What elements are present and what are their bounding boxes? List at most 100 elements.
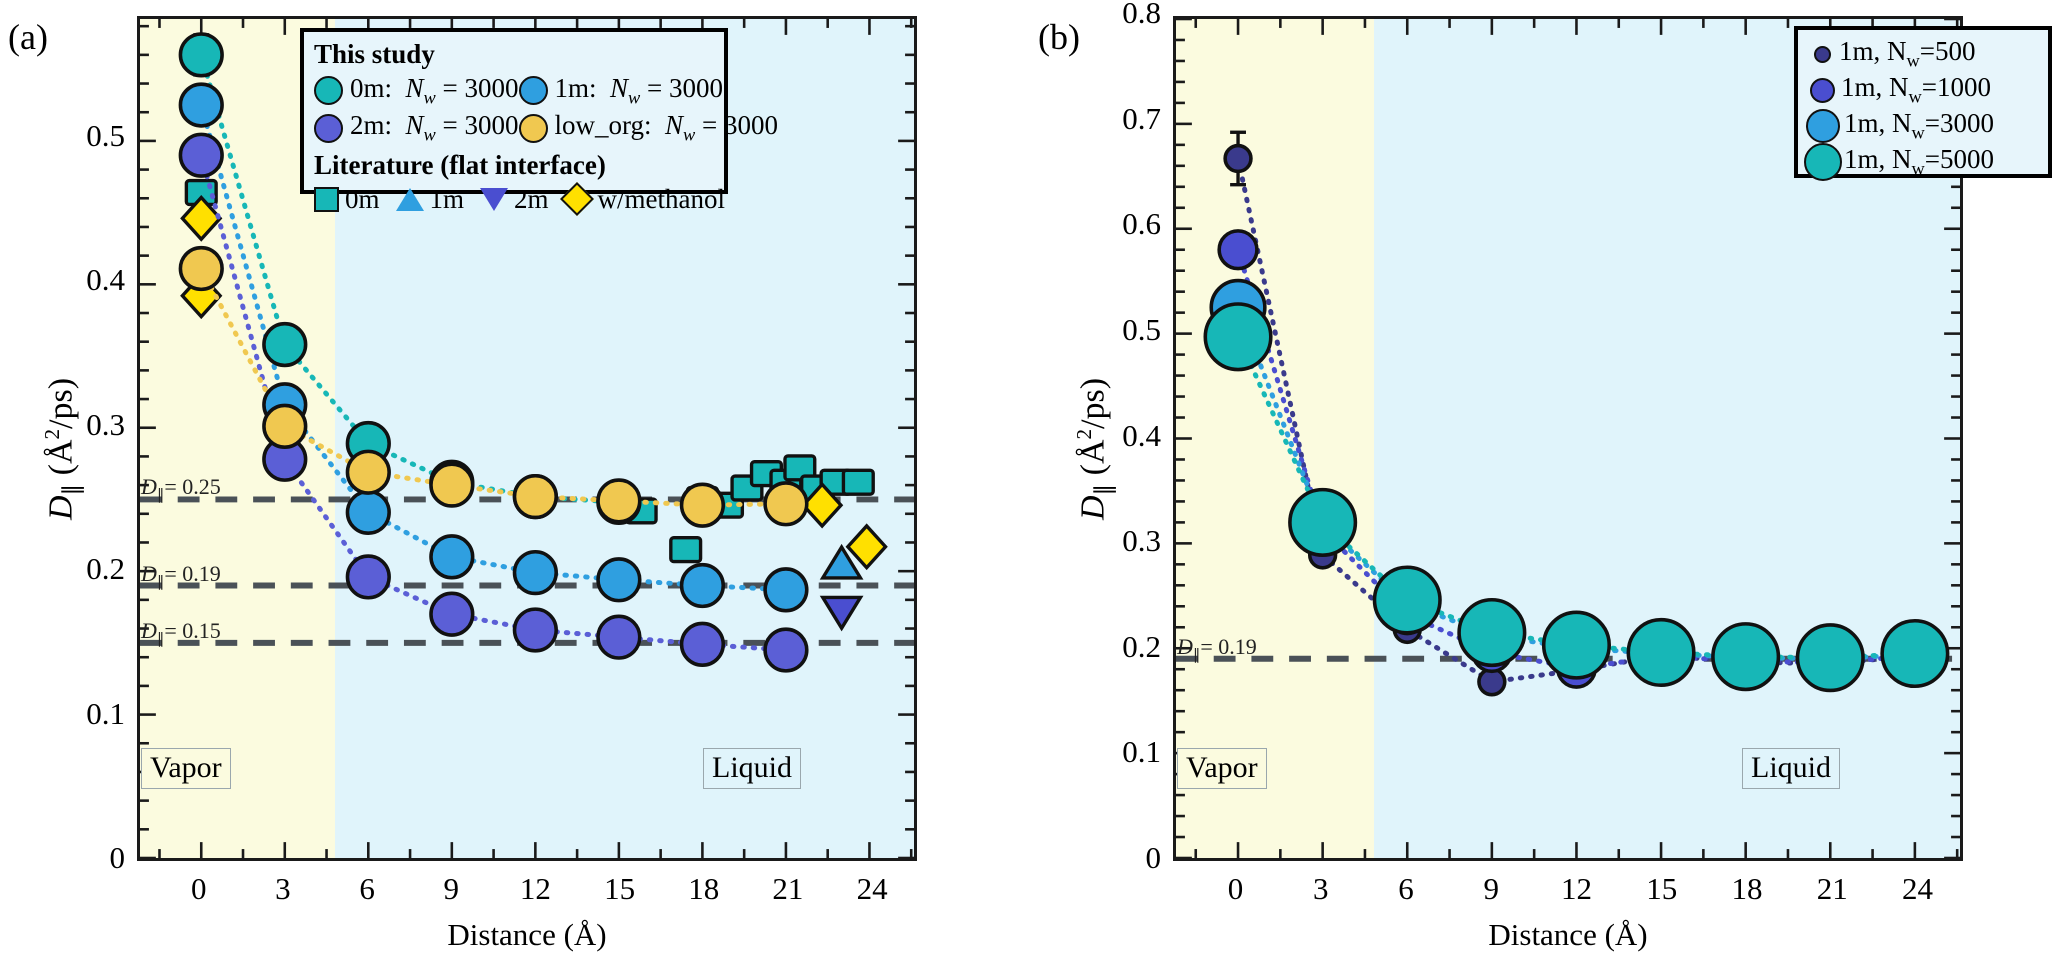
legend-label-lit-methanol: w/methanol xyxy=(597,183,726,214)
x-tick-label: 24 xyxy=(1902,871,1934,906)
data-point-marker xyxy=(178,132,224,178)
data-point-marker xyxy=(178,32,224,78)
legend-item-nw-500: 1m, Nw=500 xyxy=(1806,36,2040,72)
y-tick-label: 0.5 xyxy=(86,117,125,153)
legend-label-nw-5000: 1m, Nw=5000 xyxy=(1844,144,1994,179)
legend-item-lit-2m: 2m xyxy=(480,184,549,215)
legend-title-literature: Literature (flat interface) xyxy=(314,149,606,180)
panel-b-x-axis-label: Distance (Å) xyxy=(1488,917,1648,952)
literature-marker xyxy=(845,523,888,571)
data-point-marker xyxy=(345,489,391,535)
y-tick-label: 0 xyxy=(109,840,126,875)
y-tick-label: 0.3 xyxy=(86,406,125,442)
literature-marker xyxy=(819,595,864,632)
legend-item-lit-methanol: w/methanol xyxy=(559,182,726,217)
triangle-down-marker-icon xyxy=(480,187,509,211)
legend-item-nw-1000: 1m, Nw=1000 xyxy=(1806,72,2040,108)
legend-label-0m: 0m: Nw = 3000 xyxy=(350,73,519,108)
literature-marker xyxy=(783,454,817,482)
y-tick-label: 0.6 xyxy=(1122,206,1161,242)
legend-item-1m-3000: 1m: Nw = 3000 xyxy=(518,73,724,108)
data-point-marker xyxy=(596,478,642,524)
x-tick-label: 3 xyxy=(275,871,291,906)
data-point-marker xyxy=(679,482,726,528)
legend-item-nw-3000: 1m, Nw=3000 xyxy=(1806,108,2040,144)
y-tick-label: 0.2 xyxy=(1122,628,1161,664)
data-point-marker xyxy=(679,562,726,609)
y-tick-label: 0.2 xyxy=(86,551,125,587)
reference-line-label: D∥= 0.19 xyxy=(1177,634,1257,664)
diamond-marker-icon xyxy=(559,182,594,217)
x-tick-label: 24 xyxy=(856,871,888,906)
triangle-up-marker-icon xyxy=(395,187,424,211)
data-point-marker xyxy=(596,614,642,660)
circle-marker-icon xyxy=(1804,143,1842,181)
circle-marker-icon xyxy=(1810,77,1835,103)
x-tick-label: 15 xyxy=(604,871,636,906)
data-point-marker xyxy=(1541,610,1611,680)
circle-marker-icon xyxy=(314,76,343,106)
literature-marker xyxy=(819,543,864,580)
y-tick-label: 0.7 xyxy=(1122,100,1161,136)
x-tick-label: 0 xyxy=(190,871,207,906)
data-point-marker xyxy=(178,245,224,292)
legend-label-2m: 2m: Nw = 3000 xyxy=(350,110,519,145)
x-tick-label: 12 xyxy=(519,871,551,906)
panel-b-vapor-region xyxy=(1176,19,1374,858)
x-tick-label: 15 xyxy=(1646,871,1678,906)
legend-item-lit-0m: 0m xyxy=(314,184,380,215)
data-point-marker xyxy=(345,554,391,600)
y-tick-label: 0.5 xyxy=(1122,311,1161,347)
series-connector xyxy=(1235,247,1918,671)
legend-label-nw-3000: 1m, Nw=3000 xyxy=(1844,108,1994,143)
legend-label-1m: 1m: Nw = 3000 xyxy=(554,73,724,108)
data-point-marker xyxy=(429,591,475,637)
legend-label-nw-500: 1m, Nw=500 xyxy=(1839,36,1976,71)
x-tick-label: 18 xyxy=(688,871,720,906)
square-marker-icon xyxy=(314,186,339,212)
data-point-marker xyxy=(512,549,558,596)
panel-b-liquid-label: Liquid xyxy=(1742,748,1840,789)
data-point-marker xyxy=(1457,597,1527,668)
y-tick-label: 0 xyxy=(1145,840,1162,875)
x-tick-label: 21 xyxy=(772,871,804,906)
legend-label-low-org: low_org: Nw = 3000 xyxy=(554,110,779,145)
data-point-marker xyxy=(512,607,558,653)
data-point-marker xyxy=(763,481,809,527)
circle-marker-icon xyxy=(314,113,343,143)
y-tick-label: 0.8 xyxy=(1122,0,1161,30)
y-tick-label: 0.1 xyxy=(1122,734,1161,770)
x-tick-label: 0 xyxy=(1227,871,1244,906)
panel-b-data-layer xyxy=(1176,19,1960,858)
panel-a: (a) D∥ (Å2/ps) Vapor Liquid Distance (Å)… xyxy=(0,0,1030,974)
panel-a-x-axis-label: Distance (Å) xyxy=(447,917,607,952)
x-tick-label: 6 xyxy=(1398,871,1414,906)
panel-a-data-layer xyxy=(140,19,914,858)
data-point-marker xyxy=(763,567,809,613)
data-point-marker xyxy=(679,621,726,667)
legend-item-nw-5000: 1m, Nw=5000 xyxy=(1804,143,2040,181)
x-tick-label: 9 xyxy=(443,871,459,906)
data-point-marker xyxy=(1372,565,1442,635)
literature-marker xyxy=(841,468,875,496)
panel-a-tag: (a) xyxy=(8,17,48,57)
x-tick-label: 6 xyxy=(359,871,375,906)
literature-marker xyxy=(669,536,703,564)
data-point-marker xyxy=(1288,487,1358,557)
data-point-marker xyxy=(429,534,475,580)
legend-item-2m-3000: 2m: Nw = 3000 xyxy=(314,110,519,145)
data-point-marker xyxy=(262,403,308,449)
circle-marker-icon xyxy=(518,113,548,143)
data-point-marker xyxy=(596,557,642,603)
legend-label-nw-1000: 1m, Nw=1000 xyxy=(1841,72,1991,107)
panel-b-legend: 1m, Nw=500 1m, Nw=1000 1m, Nw=3000 1m, N… xyxy=(1794,26,2052,181)
x-tick-label: 3 xyxy=(1313,871,1329,906)
data-point-marker xyxy=(345,449,391,495)
x-tick-label: 9 xyxy=(1483,871,1500,906)
data-point-marker xyxy=(512,473,558,520)
x-tick-label: 18 xyxy=(1731,871,1763,906)
data-point-marker xyxy=(262,321,308,368)
panel-a-vapor-label: Vapor xyxy=(141,748,231,789)
literature-marker xyxy=(800,481,844,529)
